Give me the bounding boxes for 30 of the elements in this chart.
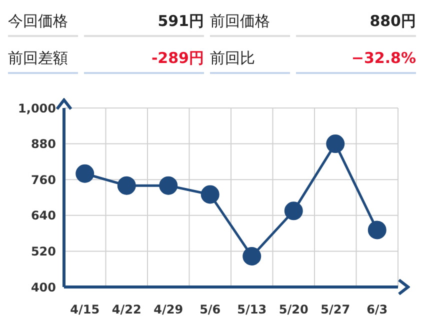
x-tick-label: 5/13 (237, 302, 267, 317)
y-tick-label: 880 (30, 137, 56, 152)
y-tick-label: 520 (30, 244, 56, 258)
point (326, 134, 345, 154)
text: 前回差額 (8, 45, 78, 74)
y-tick-label: 1,000 (18, 101, 56, 116)
point (117, 176, 136, 195)
x-tick-label: 4/15 (70, 302, 100, 317)
y-tick-label: 760 (30, 172, 56, 187)
x-tick-label: 4/29 (154, 302, 184, 317)
x-tick-label: 5/20 (278, 302, 308, 317)
text: 今回価格 (8, 8, 78, 37)
text: -289円 (84, 45, 204, 74)
point (159, 176, 178, 195)
text: 前回価格 (210, 8, 290, 37)
point (368, 220, 386, 240)
x-tick-label: 4/22 (112, 302, 142, 317)
text: 880円 (296, 8, 416, 37)
x-tick-label: 6/3 (366, 302, 388, 317)
y-tick-label: 400 (30, 280, 56, 294)
text: 591円 (84, 8, 204, 37)
x-tick-label: 5/27 (320, 302, 350, 317)
y-tick-label: 640 (30, 208, 56, 223)
point (284, 202, 303, 220)
text: −32.8% (296, 45, 416, 74)
x-tick-label: 5/6 (200, 302, 221, 317)
point (200, 185, 220, 204)
point (76, 164, 94, 183)
text: 前回比 (210, 45, 290, 74)
point (242, 247, 262, 266)
